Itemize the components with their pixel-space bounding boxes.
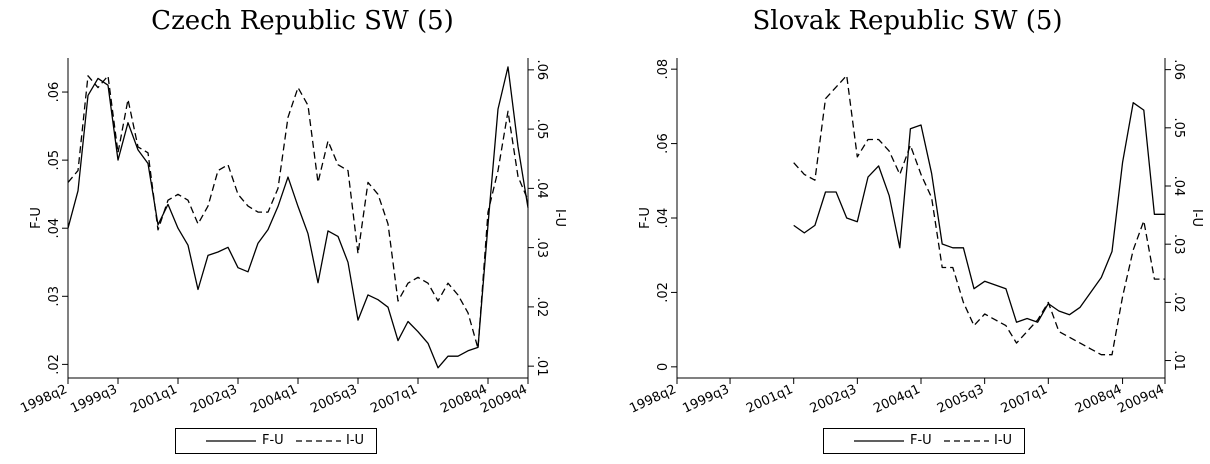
y-right-tick-label: .01 (1171, 350, 1186, 371)
legend-label-iu: I-U (346, 433, 365, 448)
legend-swatches (854, 440, 989, 442)
chart-panel-slovak: Slovak Republic SW (5) 0 .02 .04 .06 .08 .01.… (605, 0, 1210, 464)
chart-title: Slovak Republic SW (5) (752, 6, 1063, 36)
x-tick-label: 2001q1 (744, 382, 795, 417)
x-tick-label: 1998q2 (627, 382, 678, 417)
y-right-tick-label: .06 (1171, 59, 1186, 80)
legend: F-U I-U (823, 428, 1025, 454)
series-line-i-u (793, 74, 1165, 356)
y-left-tick-label: .05 (47, 150, 62, 171)
y-left-tick-label: .04 (656, 208, 671, 229)
chart-svg: .02 .03 .04 .05 .06 .01 .02 .03 .04 .05 .06 F-U I-U 1… (18, 58, 567, 417)
y-right-tick-label: .05 (534, 119, 549, 140)
x-tick-label: 2001q1 (128, 382, 179, 417)
x-tick-label: 2002q3 (808, 382, 859, 417)
legend: F-U I-U (175, 428, 377, 454)
y-right-tick-label: .02 (1171, 292, 1186, 313)
legend-label-fu: F-U (262, 433, 284, 448)
x-tick-label: 2004q1 (248, 382, 299, 417)
y-left-tick-label: .08 (656, 59, 671, 80)
x-tick-label: 2005q3 (308, 382, 359, 417)
y-right-tick-label: .04 (1171, 176, 1186, 197)
legend-label-iu: I-U (994, 433, 1013, 448)
series-line-f-u (793, 102, 1165, 323)
y-left-axis-title: F-U (29, 207, 44, 229)
x-tick-label: 2007q1 (999, 382, 1050, 417)
y-left-tick-label: 0 (656, 363, 671, 371)
legend-label-fu: F-U (910, 433, 932, 448)
y-left-tick-label: .04 (47, 218, 62, 239)
x-tick-label: 2008q4 (1073, 382, 1124, 417)
x-tick-label: 1998q2 (18, 382, 69, 417)
y-left-tick-label: .02 (656, 282, 671, 303)
series-line-f-u (67, 66, 529, 369)
x-tick-label: 2005q3 (935, 382, 986, 417)
x-tick-label: 2009q4 (1115, 382, 1166, 417)
y-right-tick-label: .01 (534, 356, 549, 377)
y-right-tick-label: .03 (1171, 234, 1186, 255)
x-tick-label: 2004q1 (871, 382, 922, 417)
x-tick-label: 1999q3 (68, 382, 119, 417)
y-right-tick-label: .02 (534, 297, 549, 318)
y-left-tick-label: .06 (656, 133, 671, 154)
x-tick-label: 2002q3 (188, 382, 239, 417)
y-left-axis-title: F-U (638, 207, 653, 229)
x-tick-label: 2009q4 (478, 382, 529, 417)
legend-swatches (206, 440, 341, 442)
series-line-i-u (67, 75, 529, 350)
y-right-tick-label: .05 (1171, 117, 1186, 138)
y-left-tick-label: .06 (47, 82, 62, 103)
y-right-tick-label: .06 (534, 60, 549, 81)
y-right-axis-title: I-U (552, 209, 567, 227)
y-right-tick-label: .04 (534, 178, 549, 199)
y-right-axis-title: I-U (1189, 209, 1204, 227)
chart-panel-czech: Czech Republic SW (5) .02 .03 .04 .05 .06 .01… (18, 6, 567, 454)
x-tick-label: 1999q3 (680, 382, 731, 417)
chart-svg: 0 .02 .04 .06 .08 .01 .02 .03 .04 .05 .06 F-U I-U 199… (627, 58, 1204, 417)
y-right-tick-label: .03 (534, 237, 549, 258)
x-tick-label: 2007q1 (368, 382, 419, 417)
y-left-tick-label: .02 (47, 354, 62, 375)
chart-title: Czech Republic SW (5) (151, 6, 454, 36)
y-left-tick-label: .03 (47, 286, 62, 307)
